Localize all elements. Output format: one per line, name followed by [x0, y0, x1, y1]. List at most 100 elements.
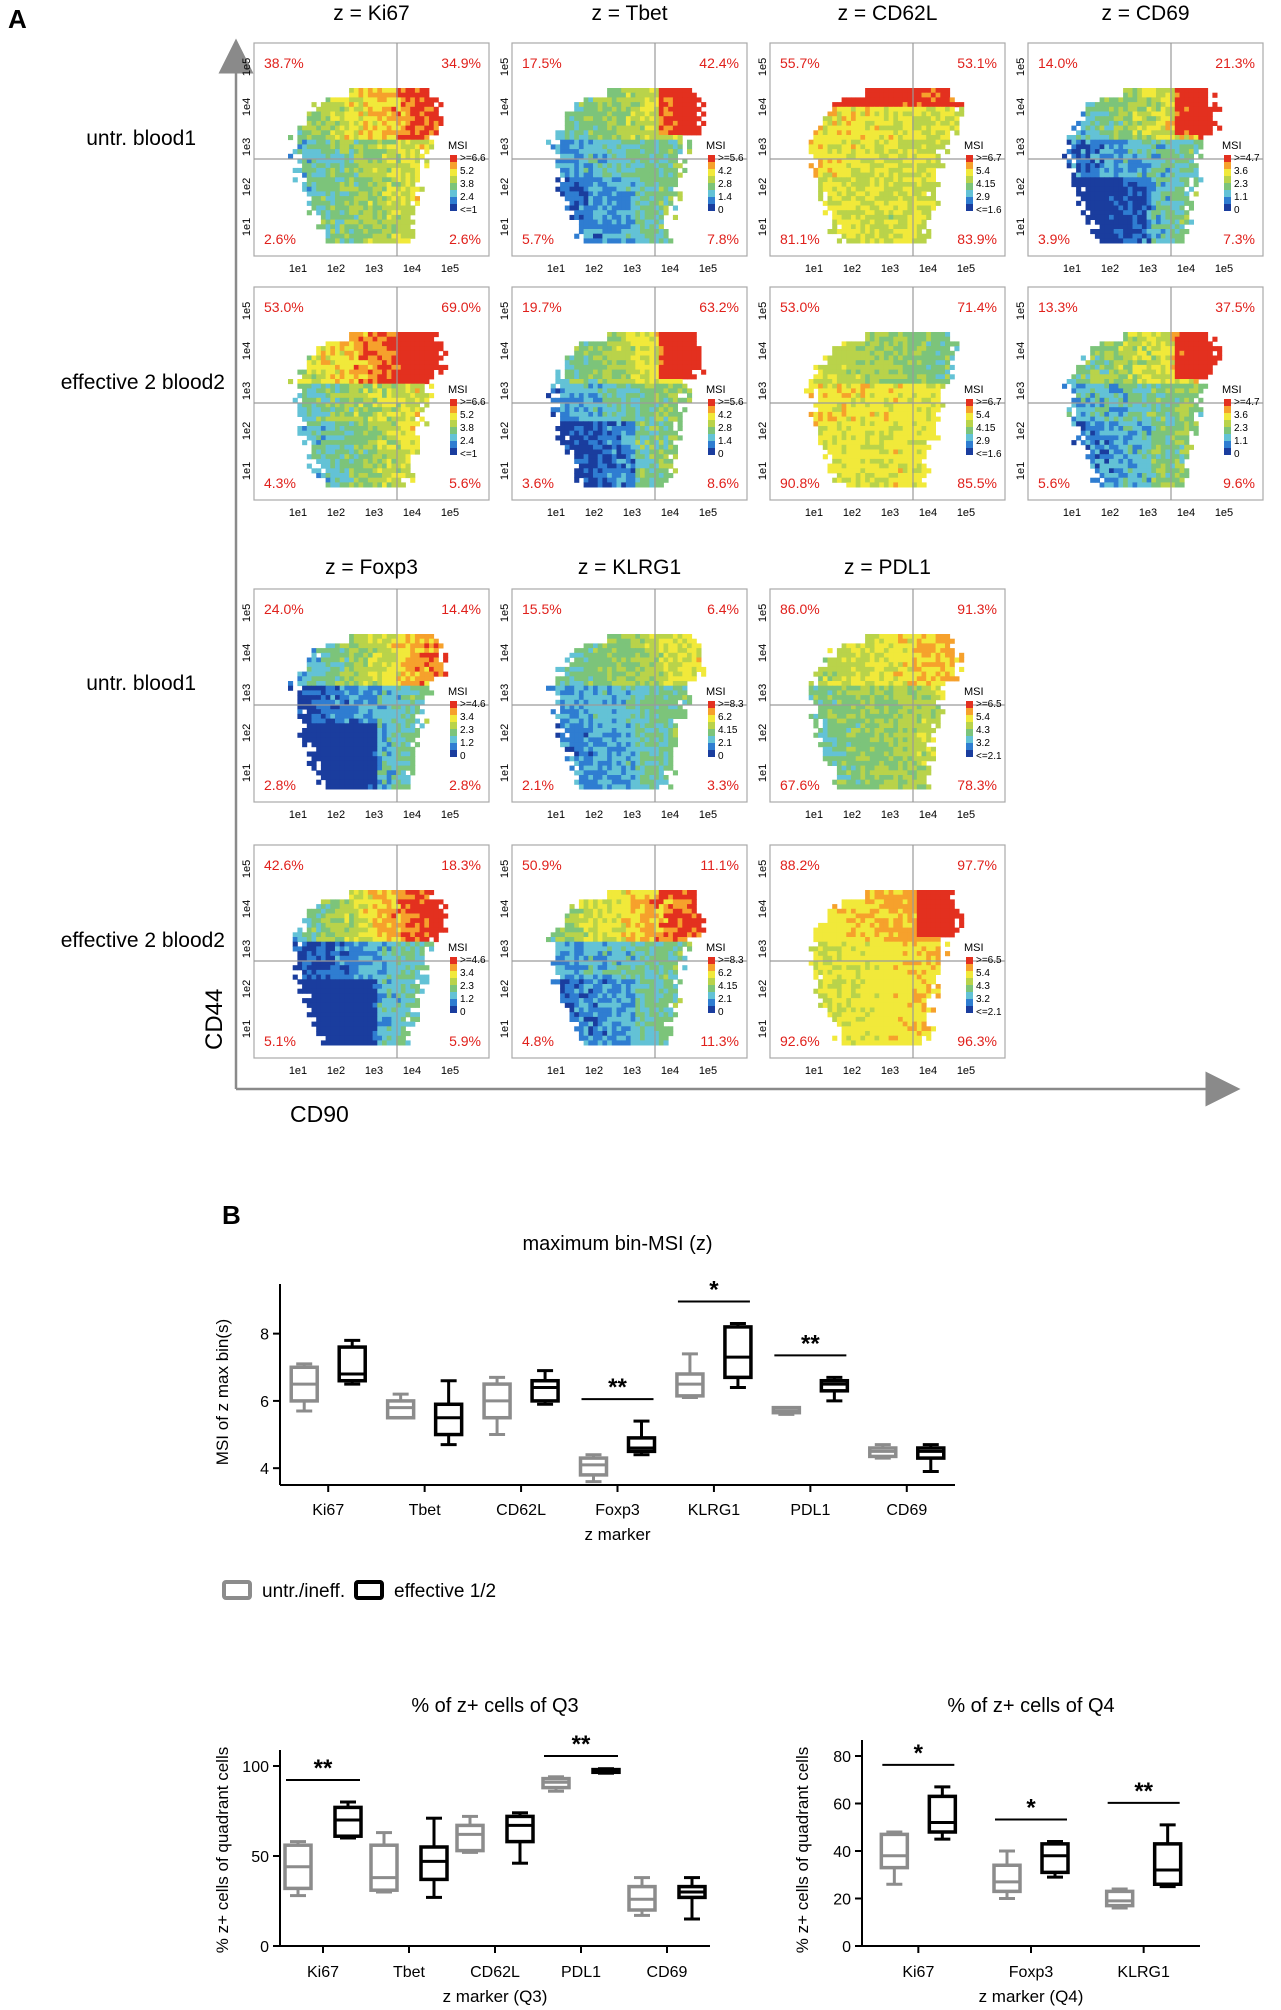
density-cell [912, 130, 918, 136]
y-tick-label: 1e5 [241, 58, 253, 76]
density-cell [405, 444, 411, 450]
density-cell [625, 144, 631, 150]
density-cell [1090, 144, 1096, 150]
density-cell [316, 435, 322, 441]
density-cell [855, 102, 861, 108]
density-cell [330, 369, 336, 375]
density-cell [846, 182, 852, 188]
density-cell [593, 191, 599, 197]
density-cell [616, 388, 622, 394]
density-cell [888, 191, 894, 197]
density-cell [372, 449, 378, 455]
density-cell [410, 369, 416, 375]
density-cell [1123, 172, 1129, 178]
density-cell [663, 120, 669, 126]
density-cell [377, 167, 383, 173]
density-cell [1123, 210, 1129, 216]
density-cell [663, 200, 669, 206]
density-cell [330, 477, 336, 483]
density-cell [325, 135, 331, 141]
density-cell [560, 139, 566, 145]
density-cell [1113, 229, 1119, 235]
density-cell [367, 369, 373, 375]
density-cell [391, 214, 397, 220]
density-cell [644, 92, 650, 98]
density-cell [1099, 233, 1105, 239]
density-cell [410, 186, 416, 192]
density-cell [930, 116, 936, 122]
density-cell [588, 102, 594, 108]
density-cell [396, 393, 402, 399]
density-cell [1207, 120, 1213, 126]
density-cell [874, 130, 880, 136]
density-cell [602, 214, 608, 220]
density-cell [386, 125, 392, 131]
density-cell [865, 149, 871, 155]
density-cell [1170, 200, 1176, 206]
density-cell [1203, 106, 1209, 112]
density-cell [588, 158, 594, 164]
density-cell [316, 205, 322, 211]
density-cell [391, 120, 397, 126]
density-cell [874, 102, 880, 108]
density-plot: 53.0% 69.0%4.3% 5.6%MSI>=6.65.23.82.4<=11e… [241, 286, 490, 519]
density-cell [377, 88, 383, 94]
density-cell [841, 205, 847, 211]
density-cell [1080, 144, 1086, 150]
density-cell [391, 332, 397, 338]
density-cell [344, 102, 350, 108]
density-cell [325, 233, 331, 239]
density-cell [818, 182, 824, 188]
density-cell [630, 177, 636, 183]
density-cell [353, 120, 359, 126]
msi-legend-swatch [450, 197, 457, 204]
density-cell [429, 341, 435, 347]
density-cell [302, 393, 308, 399]
density-cell [1188, 111, 1194, 117]
density-cell [382, 153, 388, 159]
density-cell [874, 92, 880, 98]
density-cell [602, 397, 608, 403]
density-cell [883, 111, 889, 117]
density-cell [668, 388, 674, 394]
density-cell [949, 102, 955, 108]
density-cell [429, 144, 435, 150]
density-cell [555, 130, 561, 136]
density-cell [588, 440, 594, 446]
density-cell [1160, 182, 1166, 188]
density-cell [654, 139, 660, 145]
density-cell [405, 374, 411, 380]
density-cell [344, 397, 350, 403]
density-cell [400, 473, 406, 479]
density-cell [1090, 130, 1096, 136]
msi-legend-swatch [966, 169, 973, 176]
density-cell [564, 125, 570, 131]
density-cell [930, 106, 936, 112]
density-cell [396, 397, 402, 403]
density-cell [658, 158, 664, 164]
density-cell [668, 369, 674, 375]
density-cell [396, 341, 402, 347]
density-cell [1179, 97, 1185, 103]
density-cell [405, 407, 411, 413]
density-cell [593, 233, 599, 239]
density-cell [574, 388, 580, 394]
density-cell [926, 172, 932, 178]
density-cell [616, 106, 622, 112]
density-cell [578, 393, 584, 399]
density-cell [597, 411, 603, 417]
density-cell [339, 449, 345, 455]
density-cell [1127, 172, 1133, 178]
density-cell [602, 435, 608, 441]
density-cell [940, 130, 946, 136]
density-cell [306, 360, 312, 366]
density-cell [1127, 182, 1133, 188]
density-cell [916, 120, 922, 126]
density-cell [419, 374, 425, 380]
density-cell [1080, 153, 1086, 159]
density-cell [663, 388, 669, 394]
density-cell [668, 426, 674, 432]
density-cell [827, 177, 833, 183]
density-cell [930, 120, 936, 126]
density-cell [414, 407, 420, 413]
